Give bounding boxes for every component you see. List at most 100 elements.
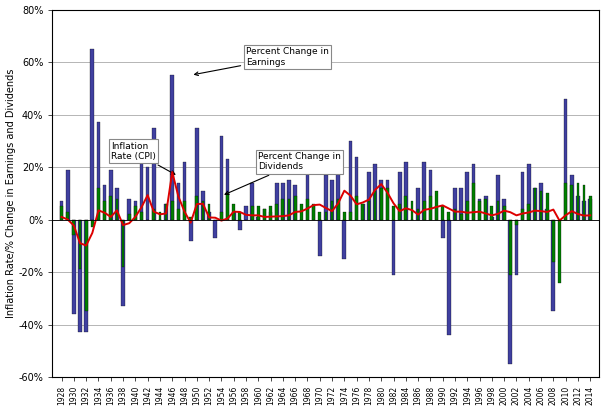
Bar	[534, 188, 536, 219]
Bar	[201, 201, 204, 219]
Bar	[128, 214, 131, 219]
Bar	[497, 201, 499, 219]
Y-axis label: Inflation Rate/% Change in Earnings and Dividends: Inflation Rate/% Change in Earnings and …	[5, 69, 16, 318]
Bar	[97, 122, 100, 219]
Text: Percent Change in
Earnings: Percent Change in Earnings	[195, 47, 329, 76]
Bar	[558, 219, 561, 282]
Bar	[134, 201, 137, 219]
Bar	[398, 204, 401, 219]
Bar	[269, 212, 272, 219]
Bar	[491, 206, 493, 219]
Bar	[386, 188, 389, 219]
Bar	[367, 172, 371, 219]
Bar	[453, 188, 457, 219]
Bar	[140, 146, 143, 219]
Bar	[428, 170, 432, 219]
Bar	[263, 209, 266, 219]
Bar	[220, 212, 223, 219]
Bar	[552, 219, 555, 261]
Bar	[324, 212, 327, 219]
Bar	[539, 183, 543, 219]
Bar	[214, 219, 217, 238]
Text: Inflation
Rate (CPI): Inflation Rate (CPI)	[111, 142, 175, 174]
Bar	[404, 162, 408, 219]
Bar	[287, 180, 291, 219]
Bar	[564, 183, 567, 219]
Bar	[72, 219, 76, 314]
Bar	[60, 201, 64, 219]
Bar	[545, 209, 549, 219]
Bar	[373, 164, 377, 219]
Bar	[454, 209, 456, 219]
Bar	[546, 193, 549, 219]
Bar	[97, 188, 100, 219]
Bar	[398, 172, 402, 219]
Bar	[140, 212, 143, 219]
Bar	[515, 219, 518, 275]
Bar	[220, 136, 223, 219]
Bar	[589, 199, 592, 219]
Bar	[540, 191, 543, 219]
Bar	[577, 183, 580, 219]
Bar	[472, 183, 475, 219]
Bar	[122, 219, 125, 267]
Bar	[583, 185, 586, 219]
Bar	[183, 201, 186, 219]
Bar	[459, 188, 463, 219]
Bar	[159, 212, 162, 219]
Bar	[521, 172, 525, 219]
Bar	[312, 206, 315, 219]
Bar	[355, 196, 358, 219]
Bar	[128, 199, 131, 219]
Bar	[257, 206, 260, 219]
Bar	[552, 219, 555, 312]
Bar	[490, 217, 494, 219]
Bar	[116, 199, 119, 219]
Bar	[447, 219, 451, 335]
Bar	[423, 201, 426, 219]
Bar	[78, 219, 82, 332]
Bar	[349, 212, 352, 219]
Bar	[380, 188, 382, 219]
Bar	[508, 219, 512, 364]
Bar	[146, 167, 149, 219]
Bar	[361, 204, 365, 219]
Bar	[570, 175, 574, 219]
Bar	[522, 209, 524, 219]
Bar	[164, 204, 168, 219]
Bar	[435, 206, 439, 219]
Bar	[232, 204, 235, 219]
Bar	[189, 217, 192, 219]
Bar	[336, 154, 340, 219]
Bar	[67, 212, 69, 219]
Bar	[287, 199, 290, 219]
Bar	[121, 219, 125, 306]
Bar	[324, 175, 328, 219]
Bar	[496, 175, 500, 219]
Bar	[361, 204, 364, 219]
Text: Percent Change in
Dividends: Percent Change in Dividends	[225, 152, 341, 194]
Bar	[103, 185, 106, 219]
Bar	[312, 204, 315, 219]
Bar	[293, 185, 297, 219]
Bar	[471, 164, 476, 219]
Bar	[73, 219, 75, 235]
Bar	[250, 183, 254, 219]
Bar	[238, 219, 241, 230]
Bar	[404, 196, 407, 219]
Bar	[465, 172, 469, 219]
Bar	[171, 75, 174, 219]
Bar	[238, 212, 241, 219]
Bar	[478, 201, 481, 219]
Bar	[385, 180, 389, 219]
Bar	[257, 217, 260, 219]
Bar	[422, 162, 426, 219]
Bar	[576, 196, 580, 219]
Bar	[208, 204, 211, 219]
Bar	[448, 212, 450, 219]
Bar	[152, 128, 155, 219]
Bar	[79, 219, 82, 270]
Bar	[226, 159, 229, 219]
Bar	[533, 188, 537, 219]
Bar	[460, 214, 462, 219]
